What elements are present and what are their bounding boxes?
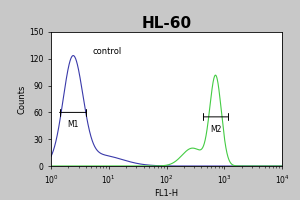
Text: control: control (93, 47, 122, 56)
Y-axis label: Counts: Counts (17, 84, 26, 114)
Text: M2: M2 (210, 125, 221, 134)
Title: HL-60: HL-60 (141, 16, 192, 31)
Text: M1: M1 (67, 120, 79, 129)
X-axis label: FL1-H: FL1-H (154, 189, 178, 198)
